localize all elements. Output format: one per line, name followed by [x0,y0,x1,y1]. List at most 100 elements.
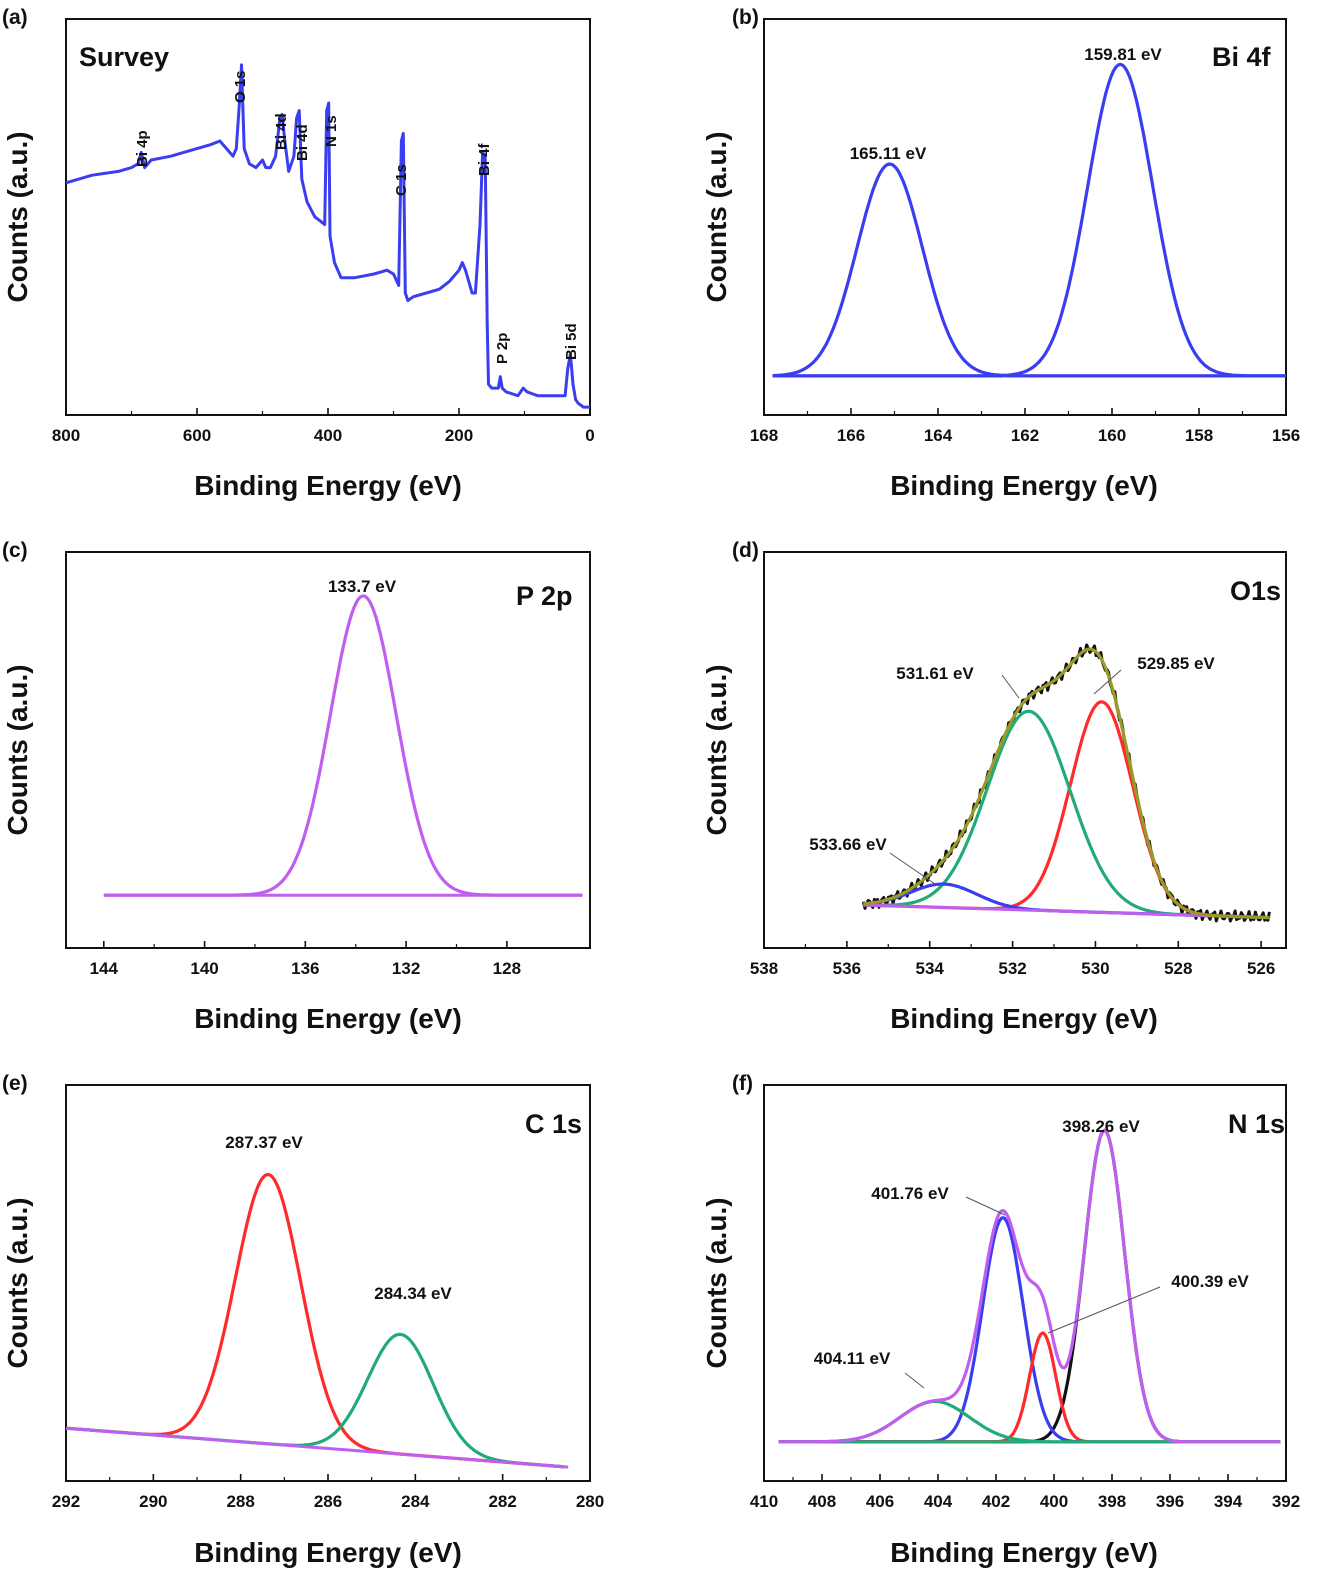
panel-f-ylabel: Counts (a.u.) [701,1197,732,1368]
annot-p2p: P 2p [494,333,511,364]
panel-f-label: (f) [732,1072,753,1095]
panel-f-plot [778,1128,1281,1444]
baseline-line [65,1426,569,1469]
x-tick-label: 526 [1247,959,1275,978]
panel-e-title: C 1s [525,1109,582,1139]
x-tick-label: 128 [493,959,521,978]
peak-label-284-34: 284.34 eV [374,1284,452,1303]
peak-label-398-26: 398.26 eV [1062,1117,1140,1136]
x-tick-label: 400 [1040,1492,1068,1511]
fit-peak-401-76 [778,1216,1281,1444]
annot-bi4d-1: Bi 4d [273,113,290,150]
x-tick-label: 144 [90,959,119,978]
panel-e-ylabel: Counts (a.u.) [2,1197,33,1368]
x-tick-label: 160 [1098,426,1126,445]
panel-c-ylabel: Counts (a.u.) [2,664,33,835]
panel-e-xlabel: Binding Energy (eV) [194,1537,462,1568]
annot-c1s: C 1s [393,164,410,196]
panel-a-plot [65,63,590,409]
panel-d-xlabel: Binding Energy (eV) [890,1003,1158,1034]
x-tick-label: 158 [1185,426,1213,445]
x-tick-label: 536 [833,959,861,978]
fit-peak-287-37 [65,1172,564,1469]
fit-envelope-line [778,1128,1281,1444]
panel-c-frame [65,551,591,949]
peak-label-401-76: 401.76 eV [871,1184,949,1203]
annot-bi5d: Bi 5d [563,323,580,360]
leader-400-39 [1047,1286,1161,1334]
panel-f-xlabel: Binding Energy (eV) [890,1537,1158,1568]
panel-c-xlabel: Binding Energy (eV) [194,1003,462,1034]
panel-c-title: P 2p [516,581,573,611]
panel-b-xlabel: Binding Energy (eV) [890,470,1158,501]
x-tick-label: 528 [1164,959,1192,978]
panel-a-title: Survey [79,42,169,72]
panel-b-plot [772,62,1286,378]
panel-a-peak-annotations: Bi 4p O 1s Bi 4d Bi 4d N 1s C 1s Bi 4f P… [134,70,580,364]
x-tick-label: 410 [750,1492,778,1511]
x-tick-label: 394 [1214,1492,1243,1511]
fit-peak-404-11 [778,1399,1281,1444]
panel-c-plot [103,594,583,897]
x-tick-label: 292 [52,1492,80,1511]
panel-b: (b) Bi 4f Counts (a.u.) Binding Energy (… [701,6,1300,501]
leader-529-85 [1093,669,1122,695]
peak-label-159-81: 159.81 eV [1084,45,1162,64]
peak-label-287-37: 287.37 eV [225,1133,303,1152]
x-tick-label: 398 [1098,1492,1126,1511]
x-tick-label: 290 [139,1492,167,1511]
x-tick-label: 408 [808,1492,836,1511]
x-tick-label: 534 [916,959,945,978]
x-tick-label: 288 [226,1492,254,1511]
peak-label-400-39: 400.39 eV [1171,1272,1249,1291]
peak-label-529-85: 529.85 eV [1137,654,1215,673]
panel-f-title: N 1s [1228,1109,1285,1139]
panel-e-ticks: 292 290 288 286 284 282 280 [52,1474,604,1511]
fit-envelope-line [863,647,1270,920]
fit-peak-159-81 [772,62,1286,378]
leader-404-11 [904,1372,925,1389]
panel-f-leaders [904,1196,1161,1389]
x-tick-label: 530 [1081,959,1109,978]
x-tick-label: 136 [291,959,319,978]
x-tick-label: 600 [183,426,211,445]
x-tick-label: 164 [924,426,953,445]
panel-b-title: Bi 4f [1212,42,1272,72]
panel-a-xlabel: Binding Energy (eV) [194,470,462,501]
panel-f-ticks: 410 408 406 404 402 400 398 396 394 392 [750,1474,1300,1511]
fit-peak-165-11 [772,162,1286,378]
annot-bi4p: Bi 4p [134,130,151,167]
panel-d: (d) O1s Counts (a.u.) Binding Energy (eV… [701,539,1287,1034]
leader-401-76 [965,1196,1006,1216]
x-tick-label: 0 [585,426,594,445]
x-tick-label: 286 [314,1492,342,1511]
leader-531-61 [1001,674,1020,699]
x-tick-label: 132 [392,959,420,978]
peak-label-165-11: 165.11 eV [850,144,927,163]
x-tick-label: 162 [1011,426,1039,445]
fit-peak-133-7 [103,594,583,897]
panel-a-ticks: 800 600 400 200 0 [52,408,595,445]
x-tick-label: 400 [314,426,342,445]
baseline-line [863,903,1241,919]
x-tick-label: 538 [750,959,778,978]
survey-spectrum-line [65,63,590,409]
panel-a: (a) Survey Counts (a.u.) Binding Energy … [2,6,595,501]
x-tick-label: 166 [837,426,865,445]
panel-a-ylabel: Counts (a.u.) [2,131,33,302]
panel-b-frame [763,18,1287,416]
panel-b-label: (b) [732,6,759,29]
x-tick-label: 800 [52,426,80,445]
x-tick-label: 168 [750,426,778,445]
panel-b-ticks: 168 166 164 162 160 158 156 [750,408,1300,445]
x-tick-label: 140 [190,959,218,978]
x-tick-label: 532 [998,959,1026,978]
panel-b-ylabel: Counts (a.u.) [701,131,732,302]
panel-e: (e) C 1s Counts (a.u.) Binding Energy (e… [2,1072,604,1568]
peak-label-404-11: 404.11 eV [814,1349,891,1368]
x-tick-label: 404 [924,1492,953,1511]
x-tick-label: 280 [576,1492,604,1511]
panel-e-plot [65,1172,569,1469]
x-tick-label: 402 [982,1492,1010,1511]
panel-a-frame [65,18,591,416]
